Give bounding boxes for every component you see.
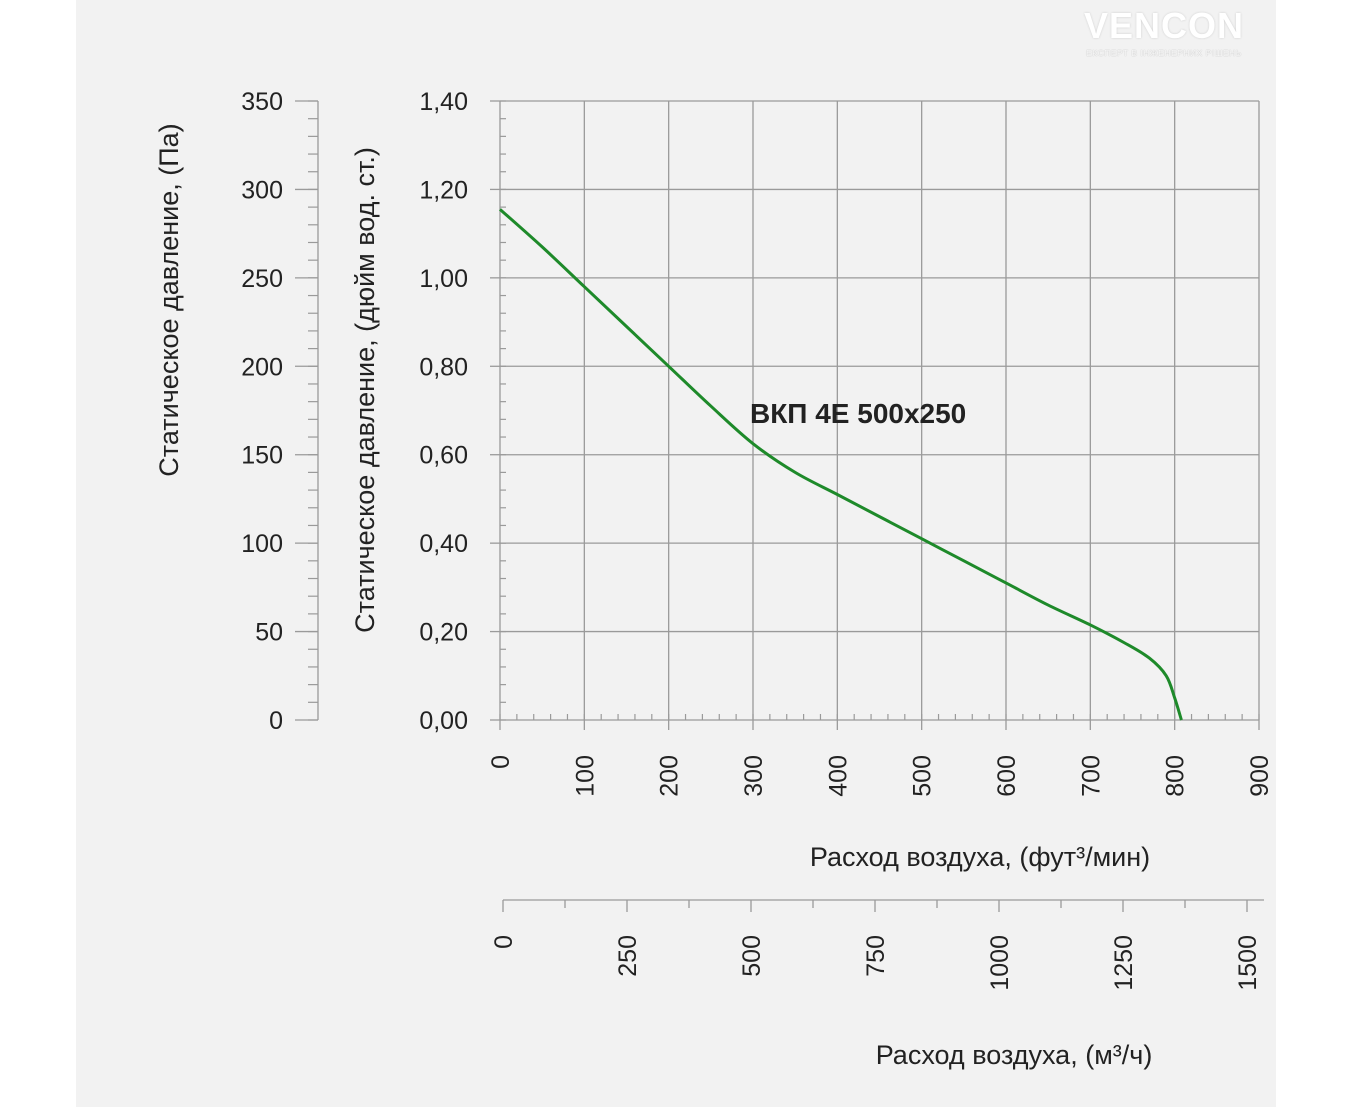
x2-tick-label: 0: [490, 935, 518, 949]
x2-tick-label: 1000: [986, 935, 1014, 991]
y2-tick-label: 350: [241, 88, 283, 116]
chart-panel: [76, 0, 1276, 1107]
y2-tick-label: 300: [241, 176, 283, 204]
logo-name: VENCON: [1083, 5, 1245, 46]
y2-tick-label: 100: [241, 530, 283, 558]
x2-tick-label: 1500: [1234, 935, 1262, 991]
x2-axis-label: Расход воздуха, (м³/ч): [876, 1040, 1153, 1070]
y2-tick-label: 200: [241, 353, 283, 381]
x-axis-label: Расход воздуха, (фут³/мин): [810, 842, 1150, 872]
y2-tick-label: 0: [269, 707, 283, 735]
y2-tick-label: 150: [241, 442, 283, 470]
x2-tick-label: 250: [614, 935, 642, 977]
x2-tick-label: 750: [862, 935, 890, 977]
x-tick-label: 600: [993, 755, 1021, 797]
x-tick-label: 500: [909, 755, 937, 797]
y-tick-label: 0,80: [419, 353, 468, 381]
y2-tick-label: 50: [255, 619, 283, 647]
x-tick-label: 800: [1162, 755, 1190, 797]
y-tick-label: 0,60: [419, 442, 468, 470]
x-tick-label: 400: [824, 755, 852, 797]
x-tick-label: 900: [1246, 755, 1274, 797]
x-tick-label: 100: [571, 755, 599, 797]
x2-tick-label: 500: [738, 935, 766, 977]
x-tick-label: 0: [487, 755, 515, 769]
x2-tick-label: 1250: [1110, 935, 1138, 991]
y-tick-label: 1,00: [419, 265, 468, 293]
x-tick-label: 200: [656, 755, 684, 797]
y2-axis-label: Статическое давление, (Па): [154, 123, 184, 476]
y2-tick-label: 250: [241, 265, 283, 293]
y-axis-label: Статическое давление, (дюйм вод. ст.): [350, 147, 380, 633]
x-tick-label: 700: [1077, 755, 1105, 797]
series-line: [499, 208, 1183, 721]
y-tick-label: 0,00: [419, 707, 468, 735]
y-tick-label: 1,40: [419, 88, 468, 116]
y-tick-label: 0,40: [419, 530, 468, 558]
series-annotation: ВКП 4Е 500x250: [750, 398, 966, 429]
y-tick-label: 0,20: [419, 619, 468, 647]
y-tick-label: 1,20: [419, 176, 468, 204]
logo-tagline: ЕКСПЕРТ В ІНЖЕНЕРНИХ РІШЕНЬ: [1086, 48, 1242, 58]
vencon-logo: VENCON ЕКСПЕРТ В ІНЖЕНЕРНИХ РІШЕНЬ: [1056, 6, 1272, 59]
x-tick-label: 300: [740, 755, 768, 797]
